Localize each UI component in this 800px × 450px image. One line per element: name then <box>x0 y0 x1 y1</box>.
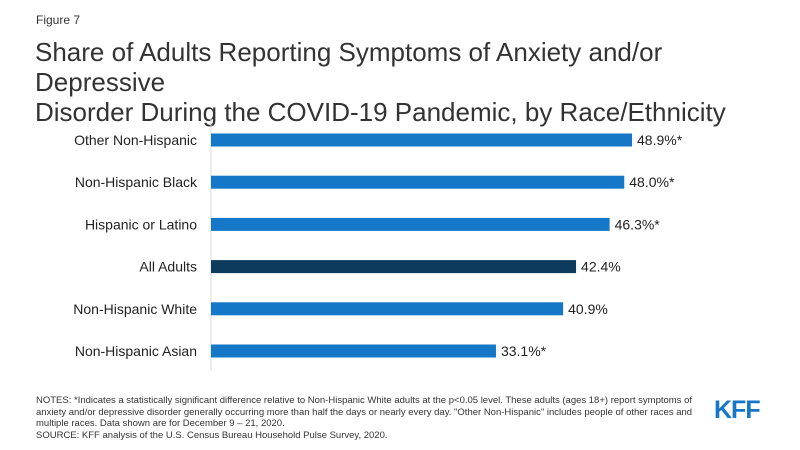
chart-notes: NOTES: *Indicates a statistically signif… <box>36 395 706 441</box>
category-label: Hispanic or Latino <box>85 216 197 232</box>
source-text: SOURCE: KFF analysis of the U.S. Census … <box>36 429 388 441</box>
data-label: 46.3%* <box>615 216 661 232</box>
chart-title-line-2: Disorder During the COVID-19 Pandemic, b… <box>35 97 726 127</box>
data-label: 33.1%* <box>501 343 547 359</box>
category-label: All Adults <box>139 259 197 275</box>
data-label: 48.0%* <box>629 174 675 190</box>
chart-title: Share of Adults Reporting Symptoms of An… <box>35 37 785 127</box>
category-label: Non-Hispanic Asian <box>75 343 197 359</box>
chart-title-line-1: Share of Adults Reporting Symptoms of An… <box>35 37 663 97</box>
figure-label: Figure 7 <box>36 13 81 27</box>
data-label: 48.9%* <box>637 132 683 148</box>
kff-logo: KFF <box>714 396 761 424</box>
data-label: 42.4% <box>581 259 621 275</box>
notes-text: NOTES: *Indicates a statistically signif… <box>36 395 693 429</box>
category-label: Non-Hispanic Black <box>75 174 198 190</box>
bar <box>211 217 610 231</box>
bar <box>211 302 564 316</box>
bar <box>211 260 577 274</box>
category-label: Non-Hispanic White <box>73 301 197 317</box>
bar <box>211 344 496 358</box>
data-label: 40.9% <box>568 301 608 317</box>
bar-chart: Other Non-Hispanic 48.9%* Non-Hispanic Bla… <box>73 118 683 371</box>
category-label: Other Non-Hispanic <box>74 132 197 148</box>
bar <box>211 175 625 189</box>
bar <box>211 133 632 147</box>
